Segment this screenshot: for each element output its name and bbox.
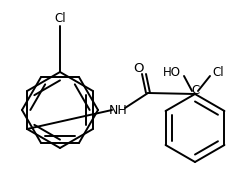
Text: Cl: Cl	[54, 12, 66, 25]
Text: Cl: Cl	[212, 65, 224, 79]
Text: HO: HO	[163, 65, 181, 79]
Text: NH: NH	[108, 103, 128, 117]
Text: C: C	[191, 84, 199, 98]
Text: O: O	[133, 61, 143, 74]
